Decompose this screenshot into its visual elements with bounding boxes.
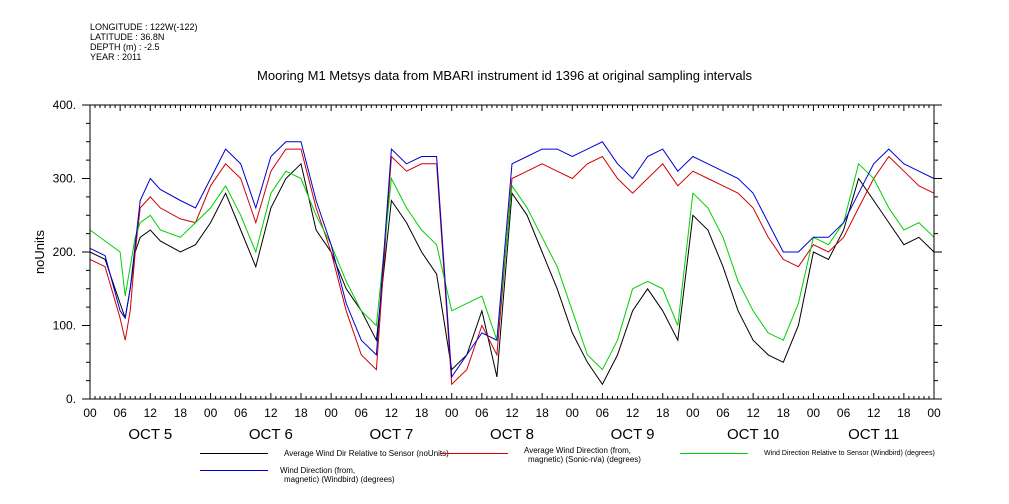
x-tick-label: 18 <box>777 406 791 420</box>
x-tick-label: 12 <box>264 406 278 420</box>
x-tick-label: 06 <box>596 406 610 420</box>
y-tick-label: 100. <box>53 319 76 333</box>
x-tick-label: 12 <box>746 406 760 420</box>
x-tick-label: 00 <box>566 406 580 420</box>
chart-title: Mooring M1 Metsys data from MBARI instru… <box>257 68 752 83</box>
x-tick-label: 18 <box>174 406 188 420</box>
y-tick-label: 400. <box>53 98 76 112</box>
year-label: YEAR : 2011 <box>90 52 142 62</box>
x-tick-label: 12 <box>505 406 519 420</box>
x-tick-label: 00 <box>807 406 821 420</box>
x-tick-label: 12 <box>867 406 881 420</box>
x-tick-label: 00 <box>686 406 700 420</box>
plot-frame <box>89 104 935 400</box>
x-tick-label: 06 <box>837 406 851 420</box>
x-tick-label: 06 <box>113 406 127 420</box>
x-tick-label: 00 <box>927 406 941 420</box>
series-line-2 <box>89 162 935 371</box>
latitude-label: LATITUDE : 36.8N <box>90 32 165 42</box>
series-line-3 <box>89 141 935 379</box>
x-tick-label: 00 <box>445 406 459 420</box>
x-day-label: OCT 7 <box>369 426 413 443</box>
x-tick-label: 00 <box>204 406 218 420</box>
x-day-label: OCT 8 <box>490 426 534 443</box>
x-tick-label: 18 <box>897 406 911 420</box>
x-day-label: OCT 5 <box>128 426 172 443</box>
x-tick-label: 06 <box>716 406 730 420</box>
x-day-label: OCT 10 <box>727 426 779 443</box>
x-tick-label: 00 <box>83 406 97 420</box>
y-tick-label: 200. <box>53 245 76 259</box>
y-axis-label: noUnits <box>32 229 47 274</box>
x-tick-label: 06 <box>475 406 489 420</box>
x-tick-label: 18 <box>415 406 429 420</box>
longitude-label: LONGITUDE : 122W(-122) <box>90 22 198 32</box>
x-tick-label: 00 <box>324 406 338 420</box>
series-line-1 <box>89 148 935 386</box>
x-tick-label: 12 <box>385 406 399 420</box>
x-tick-label: 06 <box>234 406 248 420</box>
y-tick-label: 0. <box>66 392 76 406</box>
x-day-label: OCT 6 <box>249 426 293 443</box>
x-day-label: OCT 9 <box>611 426 655 443</box>
x-tick-label: 18 <box>656 406 670 420</box>
x-tick-label: 18 <box>294 406 308 420</box>
y-tick-label: 300. <box>53 172 76 186</box>
x-tick-label: 06 <box>355 406 369 420</box>
x-tick-label: 12 <box>626 406 640 420</box>
x-day-label: OCT 11 <box>848 426 899 443</box>
x-tick-label: 18 <box>535 406 549 420</box>
metadata-block: LONGITUDE : 122W(-122) LATITUDE : 36.8N … <box>90 22 198 62</box>
series-line-0 <box>89 162 935 386</box>
depth-label: DEPTH (m) : -2.5 <box>90 42 160 52</box>
x-tick-label: 12 <box>144 406 158 420</box>
